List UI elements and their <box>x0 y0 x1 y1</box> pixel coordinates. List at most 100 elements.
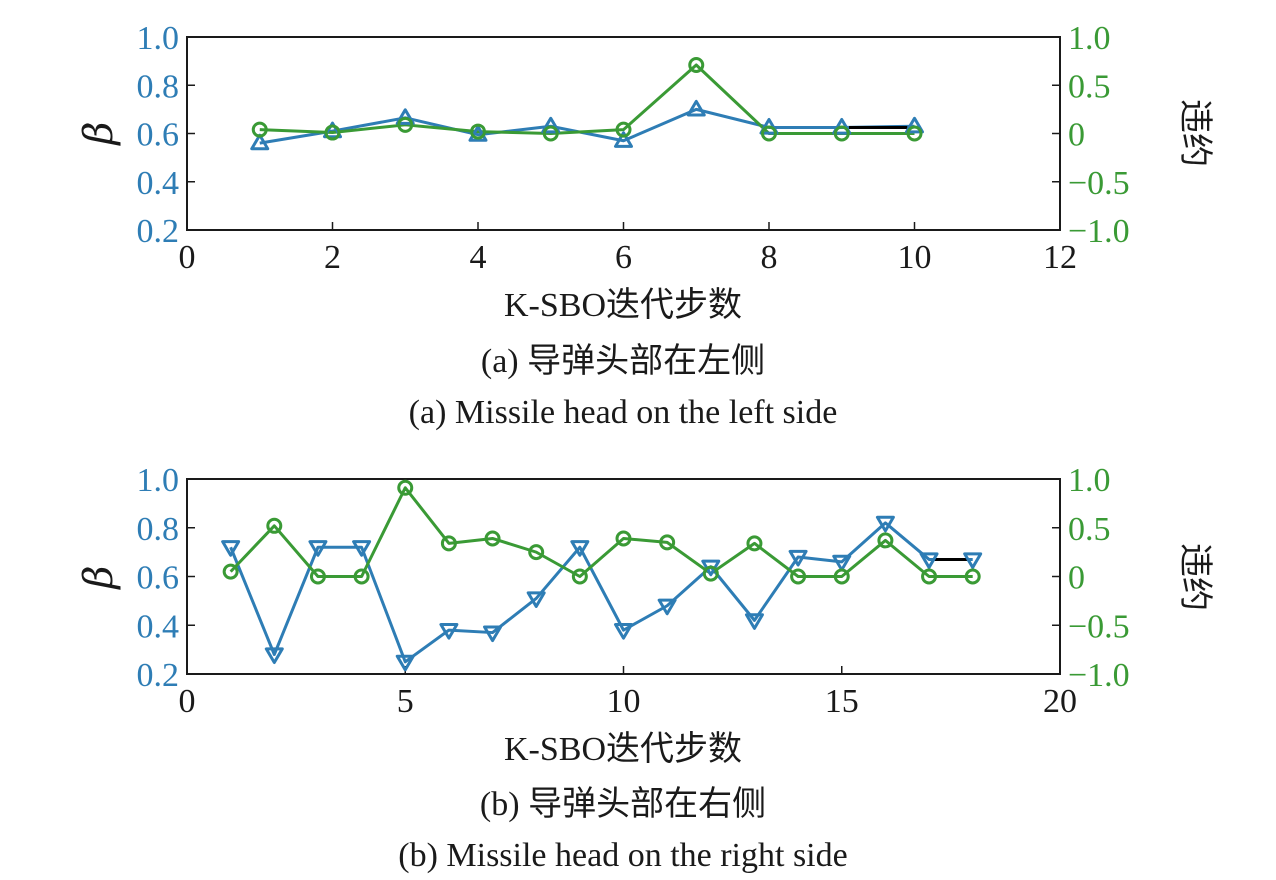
data-point-beta <box>541 116 561 134</box>
data-point-beta <box>614 623 633 640</box>
y-right-tick-label: −0.5 <box>1068 608 1130 645</box>
caption-cn: (a) 导弹头部在左侧 <box>481 342 765 380</box>
caption-en: (b) Missile head on the right side <box>398 837 847 874</box>
data-point-violation <box>324 124 341 141</box>
series-line-violation <box>229 486 973 578</box>
y-right-tick-label: 1.0 <box>1068 462 1111 499</box>
data-point-violation <box>659 534 676 551</box>
panel-b: 0 5 10 15 20 0.2 0.4 0.6 0.8 1.0 −1.0 −0.5 0 0.5 1.0 β… <box>76 462 1214 874</box>
data-point-beta <box>963 552 983 569</box>
x-axis-label: K-SBO迭代步数 <box>504 730 742 768</box>
data-point-beta <box>919 552 939 569</box>
data-point-beta <box>570 540 590 557</box>
data-point-violation <box>571 568 588 585</box>
data-point-beta <box>832 554 852 572</box>
x-tick-label: 10 <box>607 683 641 720</box>
data-point-beta <box>788 549 808 567</box>
y-right-tick-label: 0.5 <box>1068 68 1111 105</box>
data-point-violation <box>790 568 807 585</box>
data-point-beta <box>657 598 677 616</box>
data-point-violation <box>746 535 763 552</box>
data-point-violation <box>921 568 938 585</box>
y-axis-label-left: β <box>76 121 122 146</box>
y-axis-label-left: β <box>76 565 122 590</box>
data-point-beta <box>395 108 415 125</box>
x-tick-label: 10 <box>898 239 932 276</box>
x-tick-label: 15 <box>825 683 859 720</box>
data-point-beta <box>352 540 372 557</box>
y-right-tick-label: 1.0 <box>1068 20 1111 57</box>
panel-a: 0 2 4 6 8 10 120.20.40.60.81.0−1.0−0.500.51.0 … <box>76 20 1214 431</box>
data-point-violation <box>309 568 326 585</box>
y-right-tick-label: −1.0 <box>1068 213 1130 250</box>
x-tick-label: 8 <box>761 239 778 276</box>
data-point-violation <box>615 530 632 547</box>
data-point-violation <box>484 530 501 547</box>
y-left-tick-label: 0.2 <box>137 213 180 250</box>
y-left-tick-label: 0.4 <box>137 608 180 645</box>
data-point-violation <box>615 121 632 138</box>
data-point-violation <box>906 125 923 142</box>
data-point-violation <box>266 517 283 534</box>
x-tick-label: 0 <box>179 683 196 720</box>
y-left-tick-label: 1.0 <box>137 20 180 57</box>
data-point-beta <box>686 99 706 117</box>
data-point-violation <box>877 532 894 549</box>
caption-cn: (b) 导弹头部在右侧 <box>480 785 766 823</box>
y-axis-label-right: 违约 <box>1176 543 1214 611</box>
data-point-beta <box>250 133 270 151</box>
y-left-tick-label: 0.6 <box>137 560 180 597</box>
data-point-beta <box>526 591 546 608</box>
y-left-tick-label: 0.4 <box>137 165 180 202</box>
data-point-violation <box>397 116 414 133</box>
y-right-tick-label: 0 <box>1068 560 1085 597</box>
data-point-beta <box>744 613 764 630</box>
data-point-violation <box>761 125 777 142</box>
data-point-beta <box>614 131 633 148</box>
data-point-beta <box>323 121 342 139</box>
chart-marks: 0 5 10 15 20 0.2 0.4 0.6 0.8 1.0 −1.0 −0.5 0 0.5 1.0 <box>137 462 1130 720</box>
data-point-beta <box>759 117 779 135</box>
x-tick-label: 6 <box>615 239 632 276</box>
chart-marks: 0 2 4 6 8 10 12 0.2 0.4 0.6 0.8 1.0 −1.0 −0.5 0 0.5 1.0 <box>137 20 1130 276</box>
data-point-violation <box>470 123 486 140</box>
data-point-beta <box>308 540 328 557</box>
y-right-tick-label: 0.5 <box>1068 511 1111 548</box>
y-left-tick-label: 0.2 <box>137 657 180 694</box>
y-left-tick-label: 0.8 <box>137 68 180 105</box>
series-line-beta <box>259 107 915 145</box>
y-left-tick-label: 0.6 <box>137 117 180 154</box>
series-line-beta <box>229 521 973 664</box>
data-point-violation <box>702 565 719 582</box>
data-point-violation <box>833 125 850 142</box>
data-point-beta <box>832 117 852 135</box>
data-point-violation <box>440 535 457 552</box>
data-point-beta <box>468 125 488 142</box>
data-point-violation <box>688 56 705 73</box>
data-point-violation <box>833 568 850 585</box>
data-point-beta <box>483 625 503 643</box>
data-point-beta <box>395 654 415 672</box>
y-right-tick-label: −1.0 <box>1068 657 1130 694</box>
y-left-tick-label: 1.0 <box>137 462 180 499</box>
caption-en: (a) Missile head on the left side <box>409 394 838 431</box>
x-tick-label: 12 <box>1043 239 1077 276</box>
x-tick-label: 20 <box>1043 683 1077 720</box>
data-point-violation <box>353 568 370 585</box>
data-point-violation <box>964 568 981 585</box>
data-point-beta <box>264 647 284 664</box>
data-point-violation <box>397 479 414 496</box>
x-tick-label: 4 <box>470 239 487 276</box>
y-right-tick-label: 0 <box>1068 117 1085 154</box>
data-point-beta <box>875 515 895 533</box>
x-tick-label: 2 <box>324 239 341 276</box>
data-point-beta <box>439 623 459 640</box>
data-point-violation <box>542 125 559 142</box>
y-right-tick-label: −0.5 <box>1068 165 1130 202</box>
data-point-violation <box>222 563 239 580</box>
x-tick-label: 0 <box>179 239 196 276</box>
y-left-tick-label: 0.8 <box>137 511 180 548</box>
x-tick-label: 5 <box>397 683 414 720</box>
series-line-violation <box>259 63 915 135</box>
